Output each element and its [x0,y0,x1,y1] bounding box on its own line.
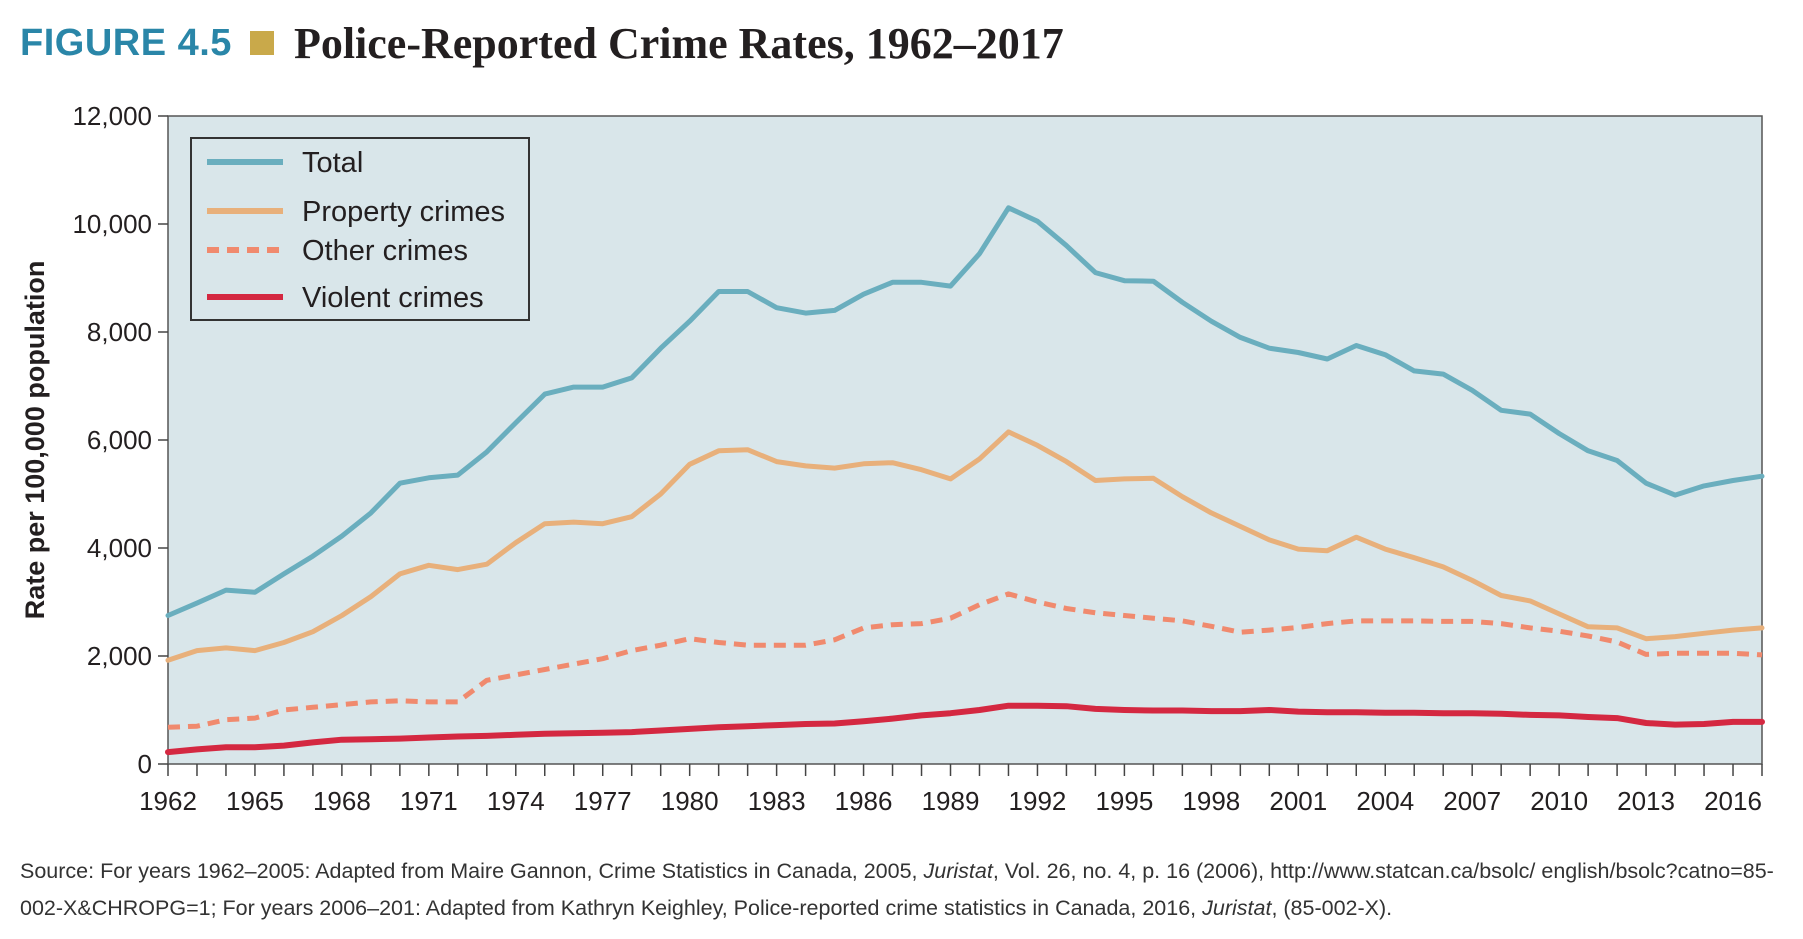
other-crimes-line [167,591,1763,730]
x-tick-label: 1995 [1095,786,1153,816]
y-axis: 0 2,000 4,000 6,000 8,000 10,000 12,000 [72,101,168,779]
violent-crimes-line [165,702,1765,756]
x-tick-label: 1977 [574,786,632,816]
x-tick-label: 2001 [1269,786,1327,816]
y-tick-label: 4,000 [87,533,152,563]
x-tick-label: 1962 [139,786,197,816]
figure-square-icon [249,31,274,55]
x-tick-label: 2004 [1356,786,1414,816]
y-tick-label: 12,000 [72,101,152,131]
legend-other-crimes-label: Other crimes [302,235,468,267]
x-tick-label: 1965 [226,786,284,816]
y-tick-label: 2,000 [87,641,152,671]
x-tick-label: 1989 [922,786,980,816]
x-tick-label: 2010 [1530,786,1588,816]
figure-header: FIGURE 4.5 Police-Reported Crime Rates, … [20,18,1064,68]
source-text-2: , Vol. 26, no. 4, p. 16 (2006), http://w… [20,859,1774,920]
source-note: Source: For years 1962–2005: Adapted fro… [20,853,1790,927]
x-tick-label: 1983 [748,786,806,816]
x-tick-label: 2016 [1704,786,1762,816]
source-text-3: , (85-002-X). [1271,896,1393,920]
x-tick-label: 1968 [313,786,371,816]
x-tick-label: 1992 [1009,786,1067,816]
x-tick-label: 1986 [835,786,893,816]
legend-total-label: Total [302,147,363,179]
figure-label: FIGURE 4.5 [20,21,232,64]
chart-title: Police-Reported Crime Rates, 1962–2017 [293,18,1064,68]
series-layer [165,205,1765,756]
x-tick-label: 1974 [487,786,545,816]
y-tick-label: 8,000 [87,317,152,347]
legend-box [190,137,530,321]
x-axis: 1962 1965 1968 1971 1974 1977 1980 1983 1986 1989… [139,764,1763,816]
legend-property-crimes-label: Property crimes [302,196,505,228]
x-tick-label: 1998 [1182,786,1240,816]
legend: Total Property crimes Other crimes Violent … [190,137,530,321]
total-line [165,205,1765,618]
y-axis-label: Rate per 100,000 population [20,261,50,620]
property-crimes-line [165,429,1765,663]
x-tick-label: 2007 [1443,786,1501,816]
y-tick-label: 6,000 [87,425,152,455]
source-text-1: Source: For years 1962–2005: Adapted fro… [20,859,924,883]
x-tick-label: 2013 [1617,786,1675,816]
y-tick-label: 0 [138,749,152,779]
y-tick-label: 10,000 [72,209,152,239]
source-journal-2: Juristat [1202,896,1272,920]
source-journal-1: Juristat [923,859,993,883]
legend-violent-crimes-label: Violent crimes [302,282,484,314]
x-tick-label: 1980 [661,786,719,816]
x-tick-label: 1971 [400,786,458,816]
